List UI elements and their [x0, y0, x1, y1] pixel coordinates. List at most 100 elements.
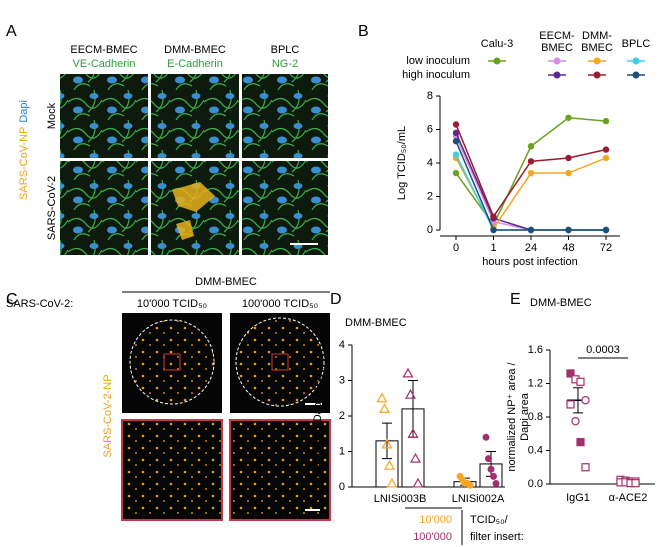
y-tick-label: 0	[339, 481, 345, 493]
column-stain: NG-2	[272, 58, 298, 70]
data-point	[565, 114, 572, 121]
panel-title: DMM-BMEC	[345, 317, 407, 329]
legend-title: TCID₅₀/	[470, 514, 509, 526]
legend-marker	[632, 71, 640, 79]
data-point	[565, 226, 572, 234]
column-stain: E-Cadherin	[167, 58, 223, 70]
side-label: SARS-CoV-2-NP	[102, 374, 114, 457]
side-label-part: SARS-CoV-NP	[18, 127, 30, 200]
data-point	[571, 416, 580, 426]
data-point	[383, 459, 396, 470]
data-point	[566, 369, 575, 378]
x-tick-label: 72	[600, 242, 612, 254]
data-point	[452, 121, 460, 128]
y-axis-label: normalized NP⁺ area /	[506, 361, 518, 471]
y-tick-label: 0.4	[528, 444, 543, 456]
y-tick-label: 4	[339, 339, 345, 351]
panel-letter: B	[358, 23, 369, 40]
legend-header: EECM-	[539, 30, 575, 42]
data-point	[452, 151, 460, 158]
data-point	[381, 438, 393, 449]
legend-marker	[493, 57, 501, 65]
legend-entry: 10'000	[419, 514, 452, 526]
series-line	[455, 154, 606, 231]
data-point	[581, 463, 590, 472]
panel-letter: A	[6, 23, 17, 40]
y-tick-label: 0	[427, 224, 433, 236]
data-point	[581, 396, 590, 405]
y-tick-label: 1	[339, 445, 345, 457]
y-tick-label: 8	[427, 90, 433, 102]
panel-a-text: A	[6, 23, 17, 40]
data-point	[487, 465, 495, 473]
data-point	[602, 226, 610, 234]
y-tick-label: 4	[427, 157, 433, 169]
x-tick-label: 24	[525, 242, 537, 254]
data-point	[527, 169, 535, 177]
legend-marker	[553, 57, 561, 65]
column-label: 100'000 TCID₅₀	[242, 298, 318, 310]
data-point	[452, 129, 460, 137]
panel-title: DMM-BMEC	[195, 276, 257, 288]
data-point	[527, 226, 535, 234]
x-tick-label: 48	[562, 242, 574, 254]
data-point	[409, 452, 422, 463]
x-tick-label: 1	[490, 242, 496, 254]
data-point	[412, 477, 424, 488]
data-point	[576, 438, 585, 447]
y-tick-label: 1.6	[528, 344, 543, 356]
data-point	[576, 377, 585, 386]
legend-marker	[593, 57, 601, 65]
data-point	[452, 138, 460, 145]
row-label: SARS-CoV-2:	[6, 298, 73, 310]
side-label-part: Dapi	[18, 100, 30, 123]
error-bar	[573, 387, 583, 414]
column-title: BPLC	[271, 44, 300, 56]
y-tick-label: 3	[339, 374, 345, 386]
column-title: DMM-BMEC	[164, 44, 226, 56]
data-point	[452, 169, 460, 177]
y-tick-label: 0.8	[528, 411, 543, 423]
legend-row-label: low inoculum	[406, 55, 470, 67]
data-point	[485, 455, 492, 463]
data-point	[466, 481, 474, 489]
legend-header: BMEC	[541, 42, 573, 54]
legend-entry: 100'000	[413, 531, 452, 543]
x-tick-label: LNISi002A	[452, 493, 505, 505]
data-point	[566, 400, 575, 409]
data-point	[490, 472, 497, 480]
data-point	[386, 477, 398, 488]
y-tick-label: 2	[339, 410, 345, 422]
data-point	[602, 146, 610, 153]
y-tick-label: 0.0	[528, 478, 543, 490]
legend-header: Calu-3	[481, 38, 513, 50]
data-point	[602, 117, 610, 125]
legend-marker	[593, 71, 601, 79]
data-point	[404, 388, 417, 399]
data-point	[565, 169, 572, 177]
legend-header: DMM-	[582, 30, 612, 42]
column-stain: VE-Cadherin	[73, 58, 136, 70]
legend-title: filter insert:	[470, 531, 524, 543]
side-label: SARS-CoV-NP Dapi	[18, 100, 30, 200]
data-point	[490, 213, 497, 220]
data-point	[402, 367, 414, 378]
data-point	[482, 433, 490, 441]
row-label: Mock	[46, 102, 58, 129]
x-tick-label: IgG1	[566, 492, 590, 504]
data-point	[492, 479, 500, 487]
x-tick-label: LNISi003B	[374, 493, 427, 505]
column-title: EECM-BMEC	[70, 44, 137, 56]
x-tick-label: 0	[453, 242, 459, 254]
row-label: SARS-CoV-2	[46, 176, 58, 240]
data-point	[378, 403, 391, 413]
y-tick-label: 6	[427, 123, 433, 135]
data-point	[407, 428, 419, 438]
data-point	[527, 158, 535, 165]
x-axis-label: hours post infection	[482, 256, 577, 268]
data-point	[565, 154, 572, 162]
y-axis-label: NP⁺ area / Dapi area (%)	[312, 354, 324, 477]
y-axis-label: Dapi area	[519, 392, 531, 441]
micrographs-c	[121, 291, 331, 521]
